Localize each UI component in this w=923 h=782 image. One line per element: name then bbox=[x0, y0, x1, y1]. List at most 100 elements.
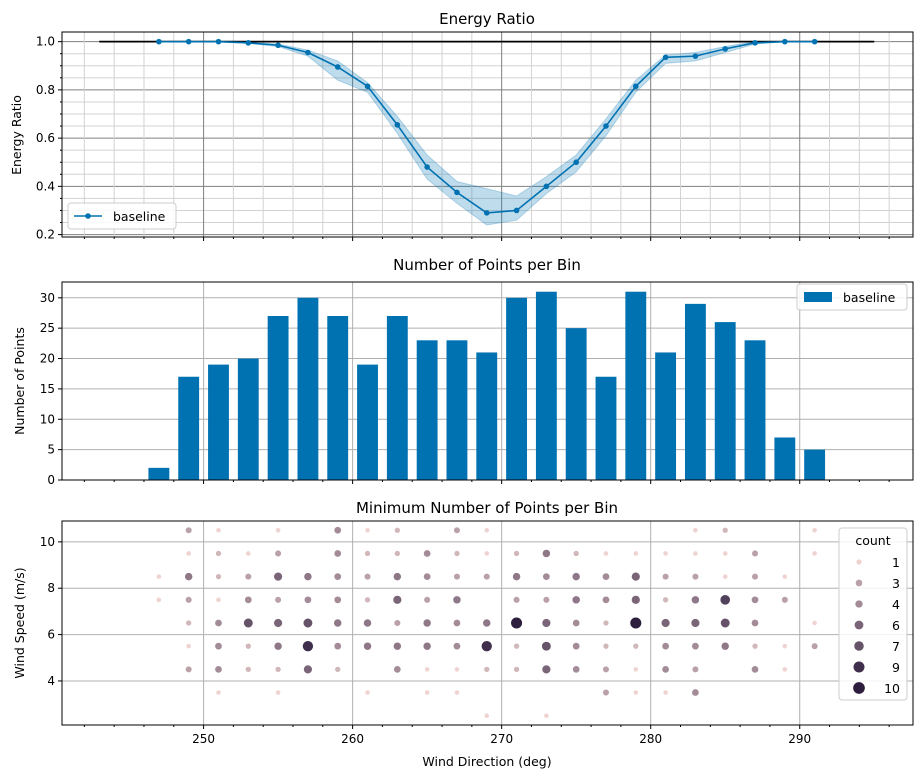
scatter-point bbox=[215, 573, 222, 580]
scatter-point bbox=[631, 571, 641, 582]
bar bbox=[684, 303, 706, 480]
y-tick-label: 20 bbox=[40, 352, 55, 366]
scatter-point bbox=[363, 618, 372, 628]
scatter-point bbox=[363, 573, 372, 581]
scatter-point bbox=[303, 572, 313, 581]
scatter-point bbox=[215, 596, 222, 603]
scatter-point bbox=[662, 689, 669, 696]
scatter-point bbox=[244, 595, 253, 604]
scatter-point bbox=[719, 594, 731, 606]
x-tick-label: 260 bbox=[341, 732, 364, 746]
scatter-point bbox=[273, 641, 283, 651]
scatter-point bbox=[453, 526, 461, 534]
energy-ratio-title: Energy Ratio bbox=[439, 10, 535, 28]
baseline-point bbox=[334, 64, 341, 70]
bar bbox=[178, 376, 200, 480]
scatter-point bbox=[423, 596, 431, 604]
baseline-point bbox=[394, 122, 401, 128]
baseline-point bbox=[245, 40, 252, 46]
scatter-point bbox=[245, 550, 252, 557]
scatter-point bbox=[185, 665, 193, 673]
bar bbox=[625, 291, 647, 480]
legend-marker-icon bbox=[853, 682, 865, 694]
legend-marker-icon bbox=[856, 559, 862, 565]
scatter-point bbox=[512, 572, 521, 581]
energy-ratio-ylabel: Energy Ratio bbox=[9, 95, 24, 175]
scatter-point bbox=[364, 596, 371, 604]
scatter-point bbox=[721, 527, 729, 534]
baseline-point bbox=[305, 49, 311, 56]
scatter-point bbox=[541, 641, 552, 652]
scatter-point bbox=[811, 642, 819, 650]
scatter-point bbox=[572, 619, 581, 627]
scatter-point bbox=[453, 550, 461, 557]
baseline-point bbox=[692, 53, 699, 59]
baseline-point bbox=[215, 38, 222, 45]
scatter-point bbox=[632, 642, 640, 650]
scatter-point bbox=[333, 618, 343, 628]
scatter-point bbox=[510, 616, 523, 630]
legend-label: 7 bbox=[892, 639, 900, 654]
scatter-point bbox=[781, 643, 788, 650]
scatter-point bbox=[690, 618, 701, 628]
scatter-point bbox=[632, 666, 639, 673]
scatter-point bbox=[214, 619, 223, 627]
scatter-point bbox=[691, 573, 700, 581]
legend-label: 3 bbox=[892, 576, 900, 591]
scatter-point bbox=[692, 527, 699, 534]
y-tick-label: 1.0 bbox=[36, 35, 55, 49]
baseline-point bbox=[632, 83, 639, 90]
min-points-title: Minimum Number of Points per Bin bbox=[356, 499, 618, 517]
y-tick-label: 0.2 bbox=[36, 228, 55, 242]
legend-label: baseline bbox=[843, 290, 896, 305]
scatter-point bbox=[542, 572, 551, 581]
scatter-point bbox=[275, 527, 282, 534]
scatter-point bbox=[661, 665, 670, 674]
scatter-point bbox=[602, 595, 610, 604]
scatter-point bbox=[720, 617, 731, 629]
scatter-point bbox=[662, 550, 669, 557]
baseline-point bbox=[185, 38, 192, 45]
scatter-point bbox=[602, 572, 610, 581]
x-tick-label: 250 bbox=[192, 732, 215, 746]
scatter-point bbox=[541, 618, 552, 628]
scatter-point bbox=[302, 640, 314, 652]
scatter-point bbox=[572, 642, 581, 651]
scatter-point bbox=[542, 549, 551, 558]
scatter-point bbox=[483, 573, 491, 581]
scatter-point bbox=[751, 665, 760, 674]
legend-marker-icon bbox=[85, 213, 91, 219]
scatter-point bbox=[691, 665, 700, 673]
legend-label: baseline bbox=[113, 209, 166, 224]
legend-swatch-icon bbox=[804, 292, 832, 302]
legend-marker-icon bbox=[855, 600, 863, 608]
scatter-point bbox=[243, 617, 254, 629]
scatter-point bbox=[692, 550, 699, 557]
x-tick-label: 290 bbox=[788, 732, 811, 746]
legend: baseline bbox=[796, 283, 908, 311]
bar bbox=[714, 322, 736, 480]
bar bbox=[744, 340, 766, 480]
y-tick-label: 0 bbox=[47, 473, 55, 487]
axes-frame bbox=[61, 281, 914, 481]
points-title: Number of Points per Bin bbox=[393, 256, 581, 274]
scatter-point bbox=[602, 619, 610, 627]
scatter-point bbox=[480, 640, 493, 652]
y-tick-label: 8 bbox=[47, 581, 55, 595]
scatter-point bbox=[720, 641, 730, 651]
scatter-point bbox=[423, 549, 432, 558]
bar bbox=[357, 364, 378, 480]
baseline-point bbox=[543, 183, 550, 190]
bar bbox=[237, 358, 259, 480]
y-tick-label: 6 bbox=[47, 628, 55, 642]
scatter-point bbox=[215, 689, 222, 696]
scatter-point bbox=[454, 689, 460, 696]
scatter-point bbox=[422, 618, 432, 628]
scatter-point bbox=[392, 595, 403, 605]
scatter-point bbox=[364, 527, 371, 534]
scatter-point bbox=[215, 527, 222, 534]
scatter-point bbox=[273, 571, 283, 582]
scatter-point bbox=[215, 550, 222, 557]
